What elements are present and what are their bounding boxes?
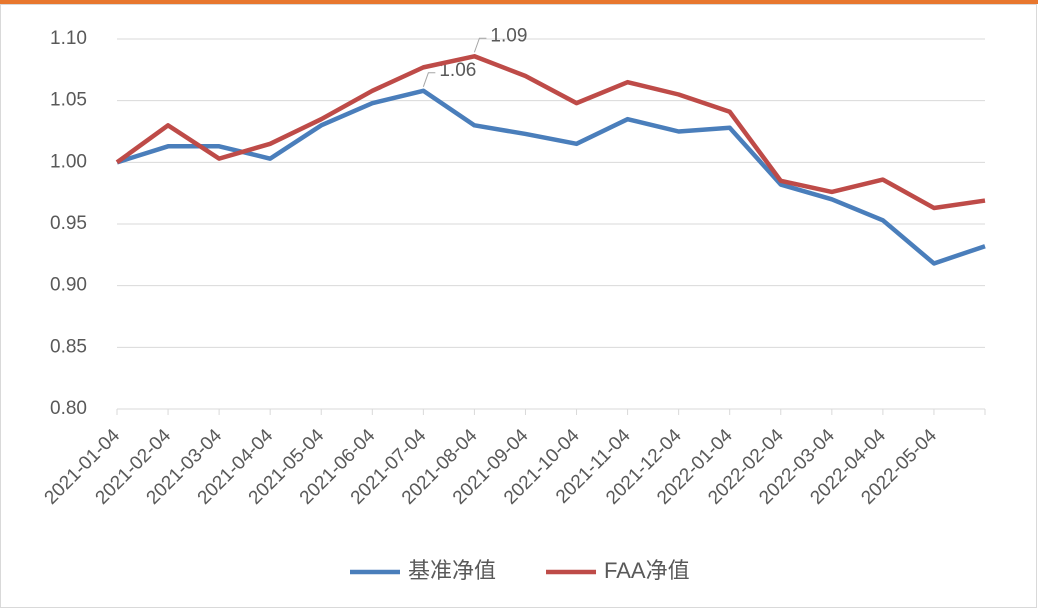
top-border [0, 0, 1038, 4]
chart-frame [0, 4, 1037, 608]
y-tick-label: 1.05 [50, 90, 87, 111]
legend-label: FAA净值 [604, 558, 690, 583]
y-tick-label: 1.10 [50, 28, 87, 49]
y-tick-label: 0.95 [50, 213, 87, 234]
value-label: 1.09 [490, 25, 527, 46]
label-leader [473, 37, 487, 53]
y-tick-label: 1.00 [50, 151, 87, 172]
y-tick-label: 0.80 [50, 398, 87, 419]
series-line [116, 88, 986, 266]
series-line [115, 54, 986, 211]
value-label: 1.06 [439, 60, 476, 81]
legend-label: 基准净值 [408, 558, 496, 583]
y-tick-label: 0.85 [50, 336, 87, 357]
y-tick-label: 0.90 [50, 275, 87, 296]
label-leader [422, 72, 436, 87]
